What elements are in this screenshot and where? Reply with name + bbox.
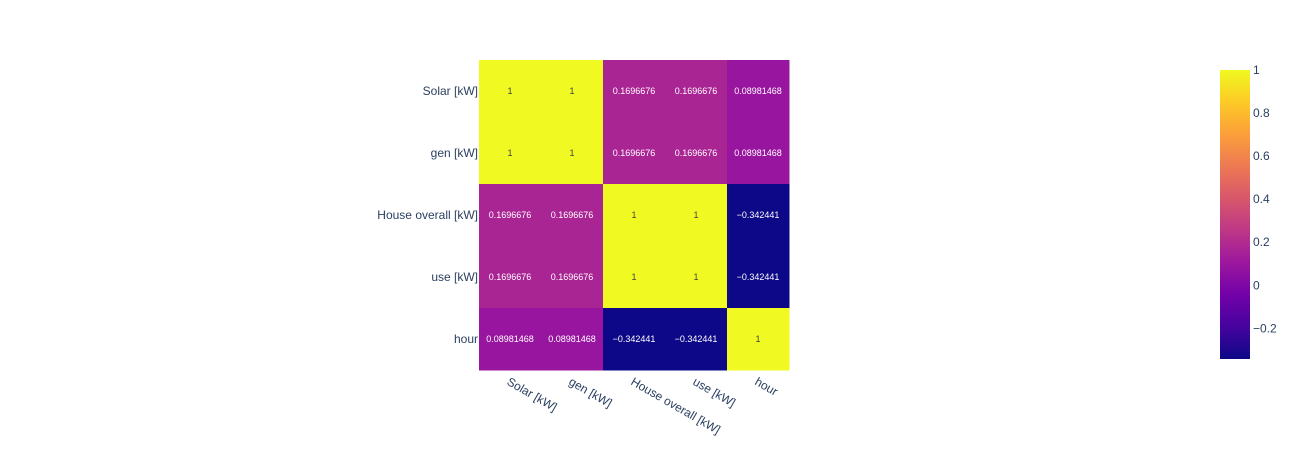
- heatmap-cell: [541, 60, 604, 123]
- x-axis-tick-label: Solar [kW]: [505, 374, 560, 414]
- heatmap-cell-label: −0.342441: [675, 334, 718, 344]
- colorbar-tick-label: 0: [1253, 278, 1260, 292]
- y-axis-tick-label: gen [kW]: [431, 146, 478, 160]
- x-axis-tick-label: use [kW]: [691, 374, 738, 409]
- heatmap-cell-label: −0.342441: [613, 334, 656, 344]
- colorbar: 1 0.8 0.6 0.4 0.2 0 −0.2: [1220, 63, 1277, 359]
- heatmap-cell-label: 0.1696676: [613, 148, 656, 158]
- heatmap-cell: [603, 122, 666, 185]
- heatmap-cell-label: 1: [507, 148, 512, 158]
- colorbar-tick-label: 0.6: [1253, 149, 1270, 163]
- heatmap-cell: [727, 184, 790, 247]
- heatmap-cell: [603, 308, 666, 371]
- heatmap-cell: [541, 184, 604, 247]
- heatmap-cell: [727, 308, 790, 371]
- heatmap-cell-label: 0.1696676: [551, 210, 594, 220]
- heatmap-cell: [479, 308, 542, 371]
- heatmap-cell-label: 0.08981468: [734, 148, 782, 158]
- heatmap-cell: [727, 60, 790, 123]
- heatmap-cell: [665, 184, 728, 247]
- heatmap-cell: [541, 246, 604, 309]
- colorbar-tick-label: 0.8: [1253, 106, 1270, 120]
- x-axis-tick-label: gen [kW]: [567, 374, 615, 410]
- heatmap-cell: [479, 122, 542, 185]
- x-axis-tick-label: hour: [753, 374, 781, 398]
- heatmap-cell-label: 0.08981468: [734, 86, 782, 96]
- heatmap-cell: [603, 60, 666, 123]
- heatmap-cell-label: 1: [569, 148, 574, 158]
- heatmap-cell-label: 1: [631, 272, 636, 282]
- heatmap-cell-label: 0.1696676: [613, 86, 656, 96]
- heatmap-cell: [603, 246, 666, 309]
- heatmap-cell-label: 0.1696676: [675, 86, 718, 96]
- heatmap-cell-label: 1: [755, 334, 760, 344]
- heatmap-cell: [541, 122, 604, 185]
- heatmap-cell-label: 0.1696676: [489, 210, 532, 220]
- colorbar-gradient: [1220, 70, 1250, 359]
- heatmap-cells: [479, 60, 790, 371]
- y-axis-tick-labels: Solar [kW] gen [kW] House overall [kW] use …: [377, 84, 478, 346]
- heatmap-cell: [665, 246, 728, 309]
- colorbar-tick-label: 0.2: [1253, 235, 1270, 249]
- heatmap-cell: [665, 60, 728, 123]
- heatmap-cell: [727, 246, 790, 309]
- heatmap-cell: [665, 308, 728, 371]
- heatmap-cell-label: 1: [569, 86, 574, 96]
- y-axis-tick-label: House overall [kW]: [377, 208, 478, 222]
- y-axis-tick-label: use [kW]: [431, 270, 478, 284]
- heatmap-cell-labels: 1 1 0.1696676 0.1696676 0.08981468 1 1 0.169667…: [486, 86, 782, 344]
- heatmap-cell-label: −0.342441: [737, 210, 780, 220]
- heatmap-cell: [479, 60, 542, 123]
- heatmap-cell-label: 0.1696676: [551, 272, 594, 282]
- colorbar-tick-label: 0.4: [1253, 192, 1270, 206]
- colorbar-tick-labels: 1 0.8 0.6 0.4 0.2 0 −0.2: [1253, 63, 1277, 335]
- heatmap-cell-label: 0.08981468: [548, 334, 596, 344]
- heatmap-cell-label: −0.342441: [737, 272, 780, 282]
- heatmap-cell: [603, 184, 666, 247]
- heatmap-cell-label: 0.08981468: [486, 334, 534, 344]
- y-axis-tick-label: Solar [kW]: [423, 84, 478, 98]
- heatmap-cell-label: 0.1696676: [675, 148, 718, 158]
- heatmap-cell-label: 1: [693, 272, 698, 282]
- y-axis-tick-label: hour: [454, 332, 478, 346]
- heatmap-cell-label: 0.1696676: [489, 272, 532, 282]
- heatmap-cell: [665, 122, 728, 185]
- heatmap-cell-label: 1: [631, 210, 636, 220]
- heatmap-cell: [541, 308, 604, 371]
- heatmap-cell: [479, 184, 542, 247]
- heatmap-cell: [479, 246, 542, 309]
- x-axis-tick-labels: Solar [kW] gen [kW] House overall [kW]use …: [505, 374, 781, 436]
- colorbar-tick-label: 1: [1253, 63, 1260, 77]
- colorbar-tick-label: −0.2: [1253, 321, 1277, 335]
- heatmap-cell-label: 1: [507, 86, 512, 96]
- heatmap-cell-label: 1: [693, 210, 698, 220]
- heatmap-cell: [727, 122, 790, 185]
